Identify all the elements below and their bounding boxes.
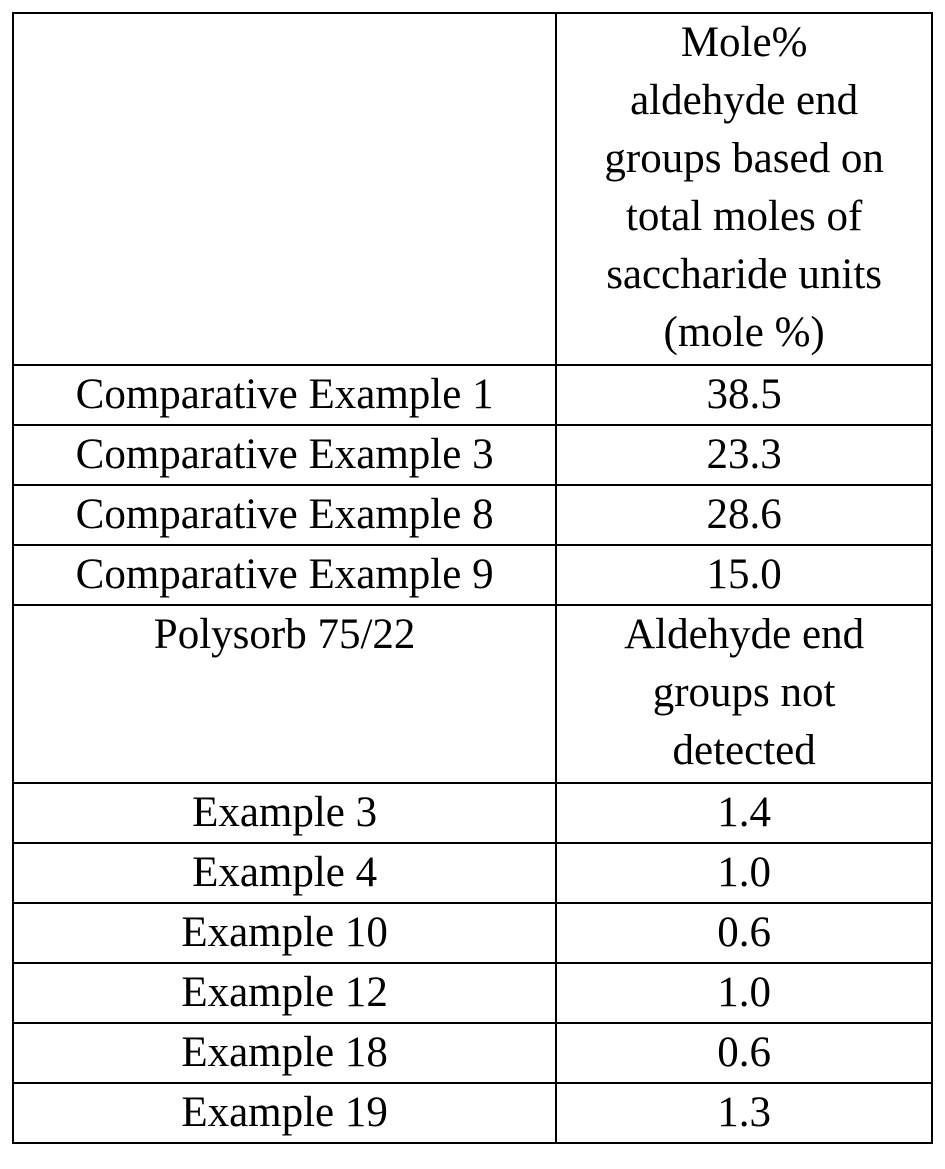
header-cell: Mole% aldehyde end groups based on total… bbox=[556, 13, 932, 365]
table-row: Example 41.0 bbox=[13, 843, 932, 903]
table-row: Example 100.6 bbox=[13, 903, 932, 963]
row-value: 38.5 bbox=[556, 365, 932, 425]
table-row: Example 121.0 bbox=[13, 963, 932, 1023]
table-row: Example 180.6 bbox=[13, 1023, 932, 1083]
row-label: Comparative Example 9 bbox=[13, 545, 556, 605]
row-label: Comparative Example 8 bbox=[13, 485, 556, 545]
row-label: Example 10 bbox=[13, 903, 556, 963]
row-value: 1.0 bbox=[556, 843, 932, 903]
row-label: Example 19 bbox=[13, 1083, 556, 1143]
row-value: 1.4 bbox=[556, 783, 932, 843]
table-row: Example 191.3 bbox=[13, 1083, 932, 1143]
row-value: Aldehyde end groups not detected bbox=[556, 605, 932, 783]
row-label: Example 12 bbox=[13, 963, 556, 1023]
header-cell bbox=[13, 13, 556, 365]
row-label: Comparative Example 1 bbox=[13, 365, 556, 425]
table-row: Polysorb 75/22Aldehyde end groups not de… bbox=[13, 605, 932, 783]
table-body: Mole% aldehyde end groups based on total… bbox=[13, 13, 932, 1143]
data-table: Mole% aldehyde end groups based on total… bbox=[12, 12, 933, 1144]
row-label: Comparative Example 3 bbox=[13, 425, 556, 485]
table-row: Comparative Example 138.5 bbox=[13, 365, 932, 425]
row-value: 0.6 bbox=[556, 1023, 932, 1083]
table-row: Comparative Example 828.6 bbox=[13, 485, 932, 545]
row-value: 28.6 bbox=[556, 485, 932, 545]
row-label: Example 3 bbox=[13, 783, 556, 843]
row-value: 1.0 bbox=[556, 963, 932, 1023]
row-label: Example 18 bbox=[13, 1023, 556, 1083]
row-value: 1.3 bbox=[556, 1083, 932, 1143]
row-value: 15.0 bbox=[556, 545, 932, 605]
row-label: Polysorb 75/22 bbox=[13, 605, 556, 783]
table-row: Example 31.4 bbox=[13, 783, 932, 843]
row-value: 0.6 bbox=[556, 903, 932, 963]
table-row: Comparative Example 323.3 bbox=[13, 425, 932, 485]
row-value: 23.3 bbox=[556, 425, 932, 485]
row-label: Example 4 bbox=[13, 843, 556, 903]
header-row: Mole% aldehyde end groups based on total… bbox=[13, 13, 932, 365]
table-row: Comparative Example 915.0 bbox=[13, 545, 932, 605]
